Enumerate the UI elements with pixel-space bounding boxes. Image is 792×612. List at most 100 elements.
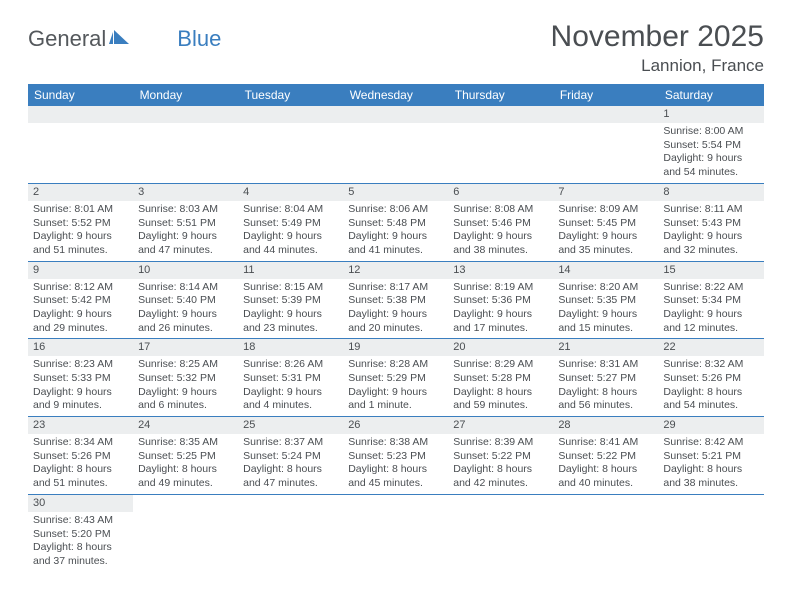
sunrise-text: Sunrise: 8:19 AM: [453, 281, 548, 295]
daylight-text: Daylight: 9 hours and 17 minutes.: [453, 308, 548, 335]
day-details-empty: [28, 123, 133, 171]
day-number: 1: [658, 106, 763, 123]
sunrise-text: Sunrise: 8:41 AM: [558, 436, 653, 450]
sunset-text: Sunset: 5:48 PM: [348, 217, 443, 231]
calendar-cell: 29Sunrise: 8:42 AMSunset: 5:21 PMDayligh…: [658, 417, 763, 495]
day-details: Sunrise: 8:03 AMSunset: 5:51 PMDaylight:…: [133, 201, 238, 261]
day-number: 27: [448, 417, 553, 434]
weekday-header: Friday: [553, 84, 658, 106]
logo: General Blue: [28, 20, 221, 52]
calendar-cell: [28, 106, 133, 183]
calendar-cell: 20Sunrise: 8:29 AMSunset: 5:28 PMDayligh…: [448, 339, 553, 417]
day-number: 25: [238, 417, 343, 434]
sunset-text: Sunset: 5:36 PM: [453, 294, 548, 308]
sunset-text: Sunset: 5:33 PM: [33, 372, 128, 386]
daylight-text: Daylight: 8 hours and 42 minutes.: [453, 463, 548, 490]
sunrise-text: Sunrise: 8:29 AM: [453, 358, 548, 372]
calendar-cell: 5Sunrise: 8:06 AMSunset: 5:48 PMDaylight…: [343, 183, 448, 261]
calendar-cell: [343, 106, 448, 183]
daylight-text: Daylight: 9 hours and 20 minutes.: [348, 308, 443, 335]
day-number: 30: [28, 495, 133, 512]
day-details-empty: [238, 123, 343, 171]
daylight-text: Daylight: 9 hours and 1 minute.: [348, 386, 443, 413]
logo-flag-icon: [109, 26, 131, 52]
day-number-empty: [238, 106, 343, 123]
daylight-text: Daylight: 8 hours and 37 minutes.: [33, 541, 128, 568]
day-number-empty: [448, 106, 553, 123]
day-number: 4: [238, 184, 343, 201]
sunset-text: Sunset: 5:26 PM: [663, 372, 758, 386]
day-details: Sunrise: 8:08 AMSunset: 5:46 PMDaylight:…: [448, 201, 553, 261]
day-number: 2: [28, 184, 133, 201]
weekday-header: Saturday: [658, 84, 763, 106]
header: General Blue November 2025 Lannion, Fran…: [28, 20, 764, 76]
day-number: 21: [553, 339, 658, 356]
daylight-text: Daylight: 9 hours and 44 minutes.: [243, 230, 338, 257]
day-details: Sunrise: 8:29 AMSunset: 5:28 PMDaylight:…: [448, 356, 553, 416]
sunset-text: Sunset: 5:35 PM: [558, 294, 653, 308]
sunrise-text: Sunrise: 8:00 AM: [663, 125, 758, 139]
calendar-cell: [658, 494, 763, 571]
day-details: Sunrise: 8:09 AMSunset: 5:45 PMDaylight:…: [553, 201, 658, 261]
day-details: Sunrise: 8:34 AMSunset: 5:26 PMDaylight:…: [28, 434, 133, 494]
daylight-text: Daylight: 9 hours and 29 minutes.: [33, 308, 128, 335]
calendar-cell: [553, 106, 658, 183]
sunrise-text: Sunrise: 8:34 AM: [33, 436, 128, 450]
calendar-cell: 1Sunrise: 8:00 AMSunset: 5:54 PMDaylight…: [658, 106, 763, 183]
daylight-text: Daylight: 9 hours and 23 minutes.: [243, 308, 338, 335]
sunrise-text: Sunrise: 8:39 AM: [453, 436, 548, 450]
sunset-text: Sunset: 5:39 PM: [243, 294, 338, 308]
day-details: Sunrise: 8:04 AMSunset: 5:49 PMDaylight:…: [238, 201, 343, 261]
day-number: 17: [133, 339, 238, 356]
sunrise-text: Sunrise: 8:42 AM: [663, 436, 758, 450]
calendar-cell: 13 Sunrise: 8:19 AMSunset: 5:36 PMDayligh…: [448, 261, 553, 339]
sunset-text: Sunset: 5:45 PM: [558, 217, 653, 231]
day-details: Sunrise: 8:22 AMSunset: 5:34 PMDaylight:…: [658, 279, 763, 339]
daylight-text: Daylight: 8 hours and 59 minutes.: [453, 386, 548, 413]
day-number: 7: [553, 184, 658, 201]
day-number: 26: [343, 417, 448, 434]
calendar-cell: 21Sunrise: 8:31 AMSunset: 5:27 PMDayligh…: [553, 339, 658, 417]
sunset-text: Sunset: 5:27 PM: [558, 372, 653, 386]
sunset-text: Sunset: 5:26 PM: [33, 450, 128, 464]
calendar-cell: 24Sunrise: 8:35 AMSunset: 5:25 PMDayligh…: [133, 417, 238, 495]
daylight-text: Daylight: 9 hours and 35 minutes.: [558, 230, 653, 257]
sunrise-text: Sunrise: 8:09 AM: [558, 203, 653, 217]
weekday-header: Thursday: [448, 84, 553, 106]
day-number: 3: [133, 184, 238, 201]
day-details: Sunrise: 8:32 AMSunset: 5:26 PMDaylight:…: [658, 356, 763, 416]
day-details: Sunrise: 8:14 AMSunset: 5:40 PMDaylight:…: [133, 279, 238, 339]
daylight-text: Daylight: 9 hours and 38 minutes.: [453, 230, 548, 257]
sunrise-text: Sunrise: 8:01 AM: [33, 203, 128, 217]
sunrise-text: Sunrise: 8:32 AM: [663, 358, 758, 372]
day-details: Sunrise: 8:17 AMSunset: 5:38 PMDaylight:…: [343, 279, 448, 339]
day-details: Sunrise: 8:06 AMSunset: 5:48 PMDaylight:…: [343, 201, 448, 261]
daylight-text: Daylight: 9 hours and 26 minutes.: [138, 308, 233, 335]
sunset-text: Sunset: 5:29 PM: [348, 372, 443, 386]
calendar-cell: 18Sunrise: 8:26 AMSunset: 5:31 PMDayligh…: [238, 339, 343, 417]
daylight-text: Daylight: 9 hours and 32 minutes.: [663, 230, 758, 257]
sunset-text: Sunset: 5:22 PM: [558, 450, 653, 464]
calendar-cell: 16Sunrise: 8:23 AMSunset: 5:33 PMDayligh…: [28, 339, 133, 417]
day-details-empty: [448, 123, 553, 171]
sunrise-text: Sunrise: 8:11 AM: [663, 203, 758, 217]
sunset-text: Sunset: 5:21 PM: [663, 450, 758, 464]
sunrise-text: Sunrise: 8:04 AM: [243, 203, 338, 217]
calendar-cell: 3Sunrise: 8:03 AMSunset: 5:51 PMDaylight…: [133, 183, 238, 261]
day-number: 6: [448, 184, 553, 201]
daylight-text: Daylight: 8 hours and 45 minutes.: [348, 463, 443, 490]
calendar-cell: 30Sunrise: 8:43 AMSunset: 5:20 PMDayligh…: [28, 494, 133, 571]
day-number: 13: [448, 262, 553, 279]
calendar-cell: [343, 494, 448, 571]
day-number-empty: [343, 106, 448, 123]
day-number-empty: [28, 106, 133, 123]
sunrise-text: Sunrise: 8:37 AM: [243, 436, 338, 450]
sunrise-text: Sunrise: 8:17 AM: [348, 281, 443, 295]
calendar-cell: 17Sunrise: 8:25 AMSunset: 5:32 PMDayligh…: [133, 339, 238, 417]
calendar-cell: 6Sunrise: 8:08 AMSunset: 5:46 PMDaylight…: [448, 183, 553, 261]
day-number: 18: [238, 339, 343, 356]
sunrise-text: Sunrise: 8:12 AM: [33, 281, 128, 295]
day-number: 8: [658, 184, 763, 201]
daylight-text: Daylight: 9 hours and 9 minutes.: [33, 386, 128, 413]
calendar-cell: 22Sunrise: 8:32 AMSunset: 5:26 PMDayligh…: [658, 339, 763, 417]
